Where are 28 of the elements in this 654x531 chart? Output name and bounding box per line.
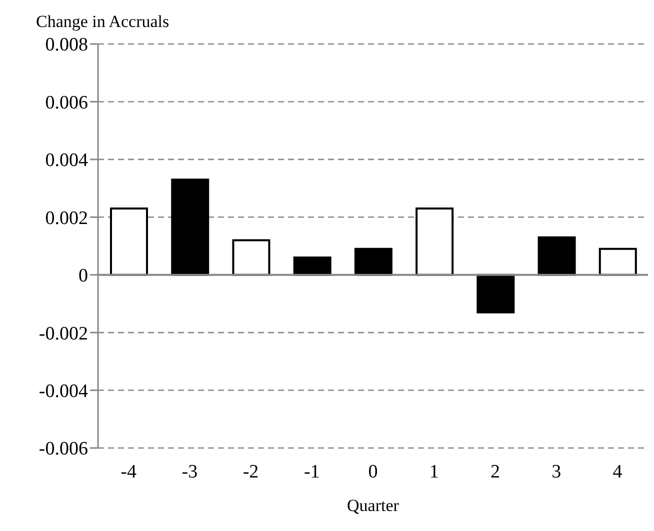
x-tick-label: 0 xyxy=(368,461,378,482)
y-tick-label: 0.004 xyxy=(45,150,88,172)
bar xyxy=(538,236,576,276)
bar xyxy=(171,178,210,276)
y-tick-label: 0.006 xyxy=(45,92,88,114)
bar xyxy=(416,207,454,276)
x-axis-title: Quarter xyxy=(346,496,400,516)
y-tick-label: 0.002 xyxy=(45,208,88,229)
x-tick-label: -3 xyxy=(182,461,198,482)
x-tick-label: 2 xyxy=(490,461,500,482)
x-tick-label: -2 xyxy=(242,461,259,482)
bar xyxy=(110,207,148,276)
bar xyxy=(232,239,270,276)
x-tick-label: 1 xyxy=(429,461,439,482)
x-tick-label: -1 xyxy=(304,461,320,482)
y-tick-label: -0.004 xyxy=(38,381,88,402)
x-tick-label: 4 xyxy=(612,461,623,482)
y-tick-label: -0.002 xyxy=(38,323,88,344)
x-tick-label: -4 xyxy=(120,461,137,482)
bar xyxy=(598,248,637,276)
bar xyxy=(476,274,515,314)
y-tick-label: -0.006 xyxy=(38,438,88,460)
y-tick-label: 0 xyxy=(78,266,88,287)
x-tick-label: 3 xyxy=(552,461,562,482)
bar xyxy=(293,256,332,276)
y-tick-label: 0.008 xyxy=(45,34,88,56)
y-axis-title: Change in Accruals xyxy=(36,12,170,32)
bar xyxy=(354,248,392,276)
